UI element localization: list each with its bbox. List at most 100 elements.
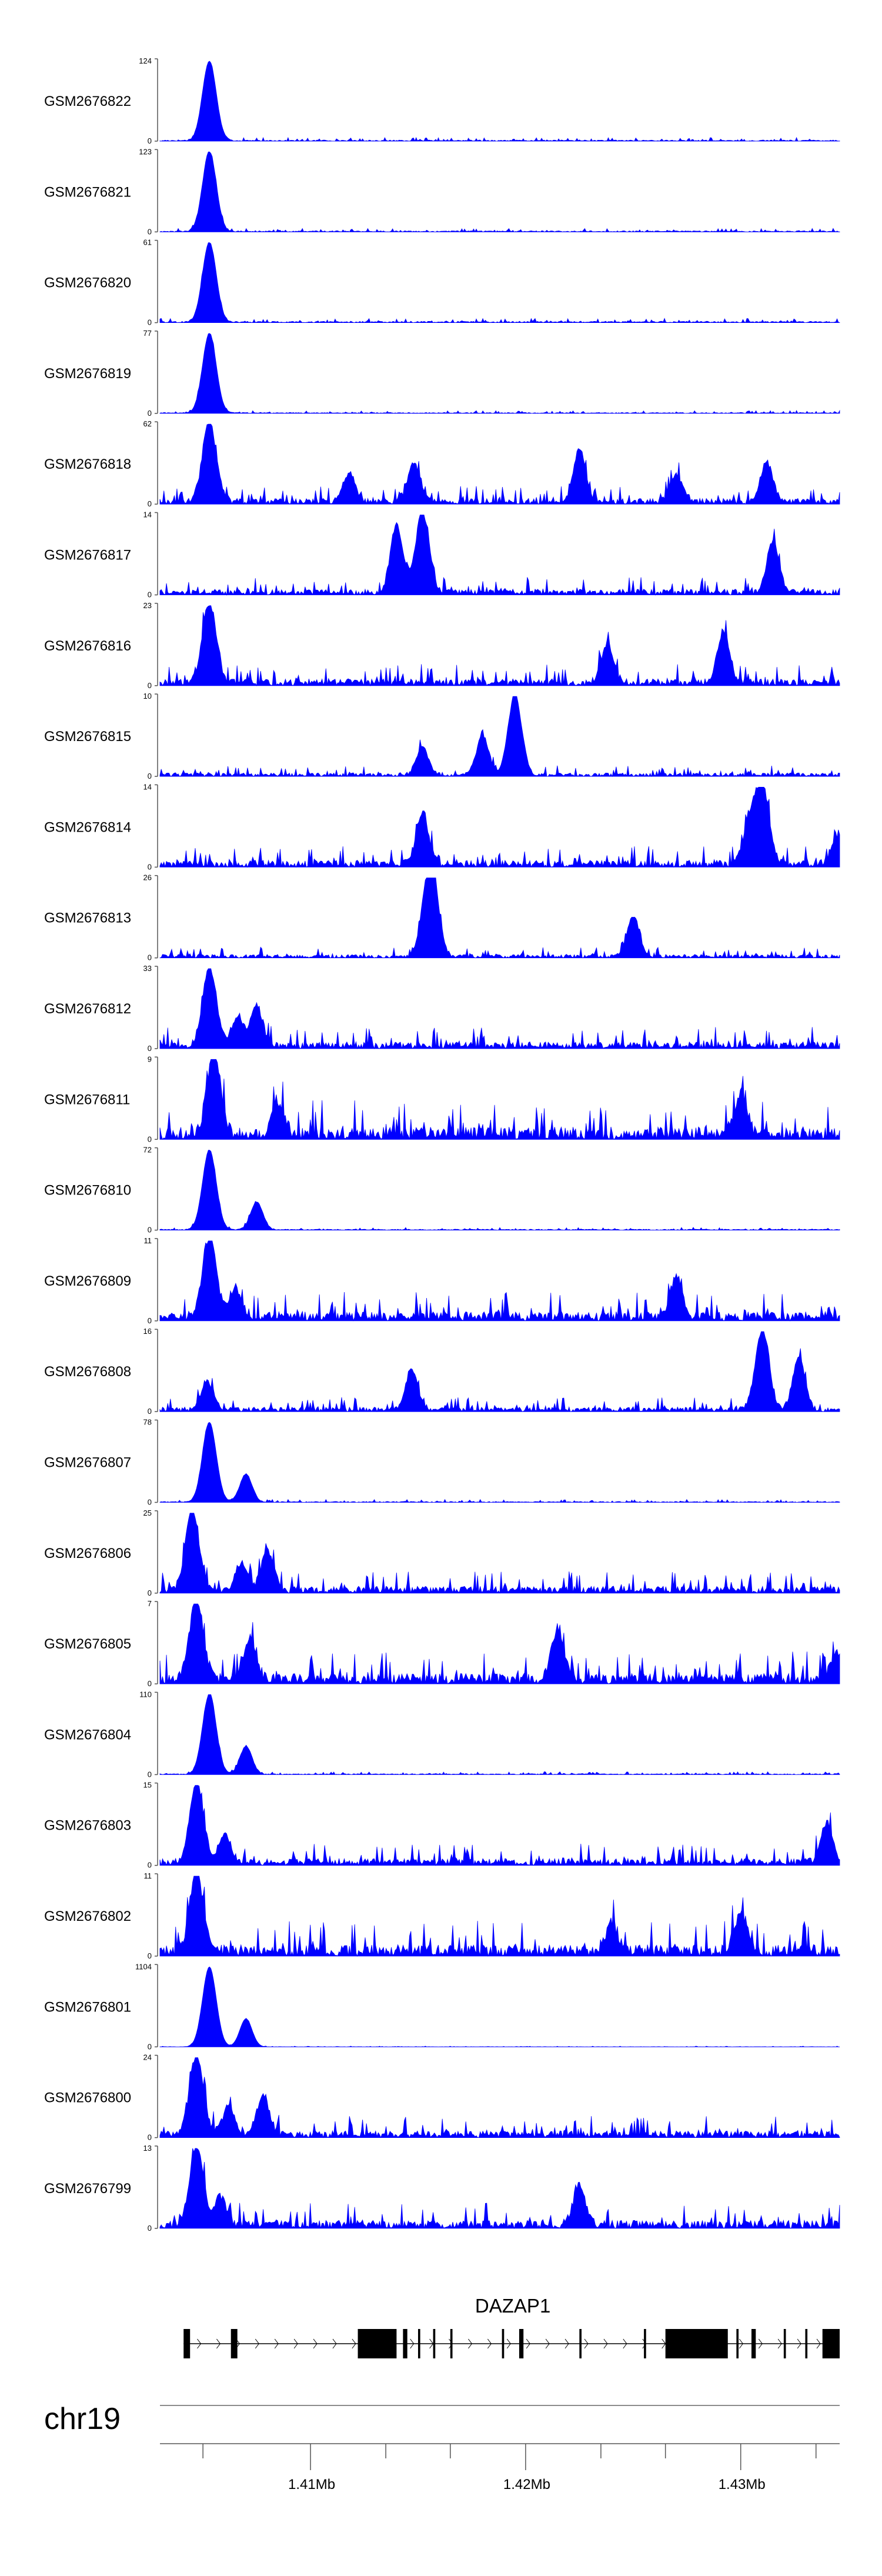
track-ymax-label: 15	[143, 1781, 152, 1790]
track-ymax-label: 25	[143, 1509, 152, 1517]
track-ymin-label: 0	[148, 1498, 152, 1507]
coverage-track: GSM2676821 123 0	[44, 147, 840, 236]
track-ymax-label: 77	[143, 329, 152, 338]
exon-block	[644, 2329, 646, 2358]
track-ymin-label: 0	[148, 1589, 152, 1597]
track-label: GSM2676811	[44, 1092, 130, 1107]
coverage-area	[159, 1240, 840, 1322]
track-label: GSM2676807	[44, 1455, 131, 1471]
track-label: GSM2676805	[44, 1636, 131, 1652]
exon-block	[579, 2329, 582, 2358]
coverage-area	[159, 877, 840, 959]
strand-arrow	[564, 2338, 569, 2349]
coverage-area	[159, 787, 840, 868]
coverage-area	[159, 968, 840, 1050]
track-ymin-label: 0	[148, 1951, 152, 1960]
exon-block	[805, 2329, 808, 2358]
track-ymax-label: 24	[143, 2053, 152, 2062]
track-ymin-label: 0	[148, 136, 152, 145]
track-ymin-label: 0	[148, 1044, 152, 1053]
strand-arrow	[642, 2338, 647, 2349]
coverage-track: GSM2676817 14 0	[44, 510, 840, 599]
coverage-tracks: GSM2676822 124 0 GSM2676821 123 0 GSM2676820 61…	[44, 56, 840, 2233]
coverage-area	[159, 605, 840, 687]
track-label: GSM2676810	[44, 1183, 131, 1199]
track-ymin-label: 0	[148, 1679, 152, 1688]
track-ymin-label: 0	[148, 499, 152, 508]
track-ymax-label: 10	[143, 692, 152, 700]
track-label: GSM2676816	[44, 638, 131, 654]
track-ymax-label: 110	[139, 1690, 152, 1699]
strand-arrow	[506, 2338, 511, 2349]
exon-block	[433, 2329, 436, 2358]
track-ymax-label: 7	[148, 1599, 152, 1608]
chromosome-label: chr19	[44, 2402, 121, 2436]
coverage-track: GSM2676799 13 0	[44, 2144, 840, 2233]
track-label: GSM2676804	[44, 1727, 131, 1743]
coverage-area	[159, 1422, 840, 1503]
track-ymin-label: 0	[148, 1316, 152, 1325]
exon-block	[751, 2329, 756, 2358]
strand-arrow	[545, 2338, 550, 2349]
coverage-track: GSM2676801 1104 0	[44, 1962, 840, 2051]
exon-block	[417, 2329, 420, 2358]
coverage-area	[159, 2148, 840, 2230]
track-ymax-label: 13	[143, 2144, 152, 2153]
track-ymax-label: 23	[143, 601, 152, 610]
track-ymin-label: 0	[148, 409, 152, 418]
axis-tick-label: 1.41Mb	[288, 2477, 335, 2492]
exon-block	[519, 2329, 524, 2358]
track-label: GSM2676815	[44, 729, 131, 745]
strand-arrow	[255, 2338, 259, 2349]
track-label: GSM2676809	[44, 1273, 131, 1289]
coverage-track: GSM2676815 10 0	[44, 692, 840, 780]
track-ymin-label: 0	[148, 1770, 152, 1778]
track-ymin-label: 0	[148, 227, 152, 236]
track-ymin-label: 0	[148, 1134, 152, 1143]
track-label: GSM2676814	[44, 819, 131, 835]
strand-arrow	[487, 2338, 492, 2349]
strand-arrow	[468, 2338, 473, 2349]
coverage-track: GSM2676800 24 0	[44, 2053, 840, 2142]
strand-arrow	[623, 2338, 627, 2349]
strand-arrow	[293, 2338, 298, 2349]
strand-arrow	[313, 2338, 318, 2349]
track-ymax-label: 33	[143, 964, 152, 973]
strand-arrow	[526, 2338, 530, 2349]
coverage-area	[159, 696, 840, 778]
track-ymin-label: 0	[148, 2224, 152, 2233]
track-label: GSM2676822	[44, 94, 131, 109]
exon-block	[822, 2329, 840, 2358]
coverage-area	[159, 242, 840, 323]
track-ymin-label: 0	[148, 590, 152, 599]
track-ymax-label: 62	[143, 419, 152, 428]
coverage-area	[159, 423, 840, 505]
coverage-area	[159, 61, 840, 142]
track-ymin-label: 0	[148, 681, 152, 690]
coverage-track: GSM2676820 61 0	[44, 238, 840, 327]
track-ymin-label: 0	[148, 862, 152, 871]
coverage-area	[159, 333, 840, 414]
track-ymax-label: 124	[139, 56, 152, 65]
strand-arrow	[274, 2338, 279, 2349]
strand-arrow	[797, 2338, 801, 2349]
coverage-track: GSM2676806 25 0	[44, 1509, 840, 1597]
track-ymax-label: 61	[143, 238, 152, 247]
track-label: GSM2676820	[44, 275, 131, 291]
coverage-area	[159, 2057, 840, 2138]
track-label: GSM2676821	[44, 184, 131, 200]
strand-arrow	[816, 2338, 821, 2349]
track-ymin-label: 0	[148, 2133, 152, 2142]
exon-block	[502, 2329, 505, 2358]
track-ymin-label: 0	[148, 1407, 152, 1416]
strand-arrow	[352, 2338, 356, 2349]
strand-arrow	[216, 2338, 221, 2349]
coverage-track: GSM2676807 78 0	[44, 1418, 840, 1507]
coverage-area	[159, 1150, 840, 1231]
track-label: GSM2676817	[44, 548, 131, 563]
track-label: GSM2676799	[44, 2181, 131, 2197]
axis-tick-label: 1.42Mb	[503, 2477, 550, 2492]
track-ymin-label: 0	[148, 772, 152, 780]
track-label: GSM2676813	[44, 910, 131, 926]
track-ymax-label: 72	[143, 1146, 152, 1154]
